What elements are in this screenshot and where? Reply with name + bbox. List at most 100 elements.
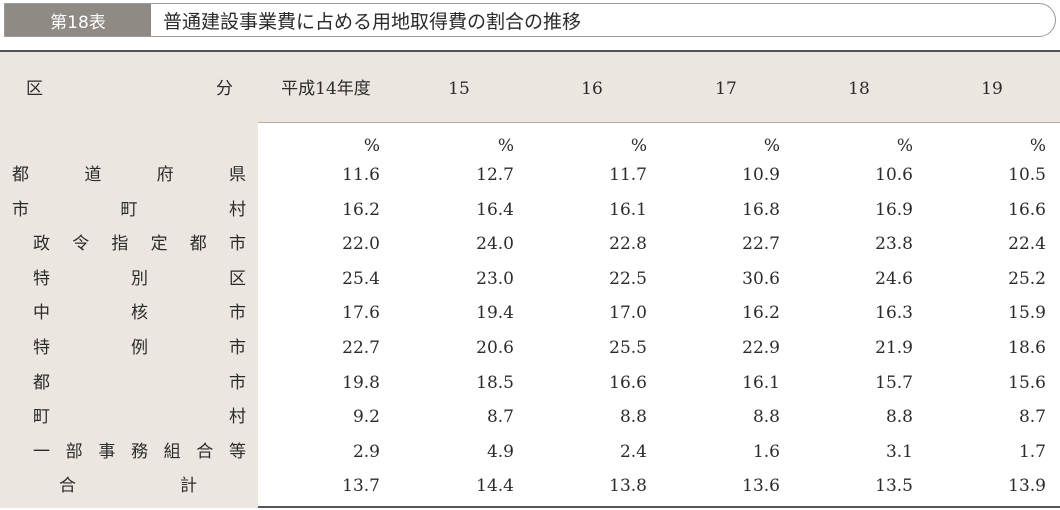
- table-number-tag: 第18表: [5, 4, 151, 36]
- table-cell: 25.4: [342, 268, 380, 289]
- table-cell: 13.6: [742, 476, 780, 497]
- row-label-char: 合: [196, 441, 214, 462]
- table-cell: 22.7: [742, 234, 780, 255]
- header-year-5: 19: [981, 79, 1003, 99]
- row-label-char: 町: [33, 407, 50, 428]
- table-cell: 13.8: [609, 476, 647, 497]
- table-header-row: [0, 52, 1060, 123]
- header-year-4: 18: [848, 79, 870, 99]
- row-label-char: 市: [12, 199, 29, 220]
- data-table: 区 分 平成14年度 15 16 17 18 19%%%%%% 都 道 府 県 11.6 12.7 11.7…: [0, 50, 1060, 508]
- table-cell: 16.3: [875, 303, 913, 324]
- table-title-bar: 第18表 普通建設事業費に占める用地取得費の割合の推移: [4, 3, 1056, 37]
- unit-label: %: [763, 136, 780, 156]
- table-cell: 22.5: [609, 268, 647, 289]
- row-label-char: 計: [180, 476, 197, 497]
- table-cell: 22.0: [342, 234, 380, 255]
- row-label-char: 例: [131, 338, 148, 358]
- row-label-char: 市: [229, 303, 246, 324]
- table-cell: 10.9: [742, 165, 780, 185]
- table-cell: 2.9: [352, 441, 380, 462]
- table-cell: 23.0: [476, 268, 514, 289]
- row-label: 特別区: [33, 269, 246, 289]
- table-cell: 16.6: [1008, 199, 1046, 220]
- table-cell: 15.9: [1008, 303, 1046, 324]
- row-label-char: 町: [120, 199, 138, 220]
- row-label-char: 組: [163, 441, 181, 462]
- table-cell: 24.0: [476, 234, 514, 255]
- table-cell: 16.8: [742, 199, 780, 220]
- unit-label: %: [1029, 136, 1046, 156]
- table-cell: 8.8: [619, 407, 647, 428]
- row-label-char: 区: [229, 268, 246, 289]
- table-cell: 16.9: [875, 199, 913, 220]
- table-cell: 18.5: [476, 372, 514, 393]
- row-label: 中核市: [33, 303, 246, 323]
- table-cell: 18.6: [1008, 338, 1046, 358]
- table-cell: 8.8: [885, 407, 913, 428]
- table-cell: 3.1: [885, 441, 913, 462]
- row-label-char: 合: [59, 476, 76, 497]
- row-label-char: 都: [189, 234, 207, 255]
- row-label-char: 務: [130, 441, 148, 462]
- table-cell: 19.4: [476, 303, 514, 324]
- table-cell: 11.6: [342, 165, 380, 185]
- table-cell: 23.8: [875, 234, 913, 255]
- table-cell: 12.7: [476, 165, 514, 185]
- table-cell: 11.7: [609, 165, 647, 185]
- table-cell: 9.2: [352, 407, 380, 428]
- row-label-column: [0, 122, 258, 508]
- table-cell: 17.6: [342, 303, 380, 324]
- row-label: 合計: [59, 476, 197, 496]
- table-cell: 1.6: [752, 441, 780, 462]
- row-label-char: 事: [98, 441, 116, 462]
- table-cell: 10.6: [875, 165, 913, 185]
- row-label: 町村: [33, 407, 246, 427]
- table-cell: 13.9: [1008, 476, 1046, 497]
- row-label-char: 別: [131, 268, 148, 289]
- table-cell: 22.8: [609, 234, 647, 255]
- row-label-char: 市: [228, 234, 246, 255]
- unit-label: %: [896, 136, 913, 156]
- header-year-0: 平成14年度: [281, 79, 371, 99]
- row-label-char: 指: [111, 234, 129, 255]
- table-cell: 17.0: [609, 303, 647, 324]
- table-cell: 15.7: [875, 372, 913, 393]
- row-label: 都市: [33, 373, 246, 393]
- header-year-2: 16: [581, 79, 603, 99]
- table-title: 普通建設事業費に占める用地取得費の割合の推移: [163, 10, 582, 33]
- unit-label: %: [630, 136, 647, 156]
- header-year-3: 17: [715, 79, 737, 99]
- table-cell: 24.6: [875, 268, 913, 289]
- row-label-char: 定: [150, 234, 168, 255]
- table-cell: 14.4: [476, 476, 514, 497]
- table-cell: 16.1: [742, 372, 780, 393]
- row-label-char: 核: [131, 303, 148, 324]
- table-cell: 30.6: [742, 268, 780, 289]
- header-label-right: 分: [216, 79, 233, 99]
- row-label-char: 中: [33, 303, 50, 324]
- row-label: 政 令指定都市: [33, 234, 246, 254]
- row-label-char: 市: [229, 372, 246, 393]
- row-label-char: 特: [33, 338, 50, 358]
- table-cell: 15.6: [1008, 372, 1046, 393]
- row-label-char: 道: [84, 165, 102, 185]
- table-cell: 19.8: [342, 372, 380, 393]
- table-cell: 16.2: [342, 199, 380, 220]
- row-label-char: 市: [229, 338, 246, 358]
- row-label-char: 村: [229, 199, 246, 220]
- row-label-char: 村: [229, 407, 246, 428]
- table-cell: 13.5: [875, 476, 913, 497]
- table-cell: 25.5: [609, 338, 647, 358]
- row-label-char: 特: [33, 268, 50, 289]
- table-cell: 8.7: [1018, 407, 1046, 428]
- row-label: 特例市: [33, 338, 246, 358]
- unit-label: %: [497, 136, 514, 156]
- row-label-char: 県: [228, 165, 246, 185]
- table-cell: 16.4: [476, 199, 514, 220]
- row-label-char: 部: [65, 441, 83, 462]
- table-cell: 13.7: [342, 476, 380, 497]
- row-label-char: 都: [33, 372, 50, 393]
- table-cell: 1.7: [1018, 441, 1046, 462]
- table-cell: 2.4: [619, 441, 647, 462]
